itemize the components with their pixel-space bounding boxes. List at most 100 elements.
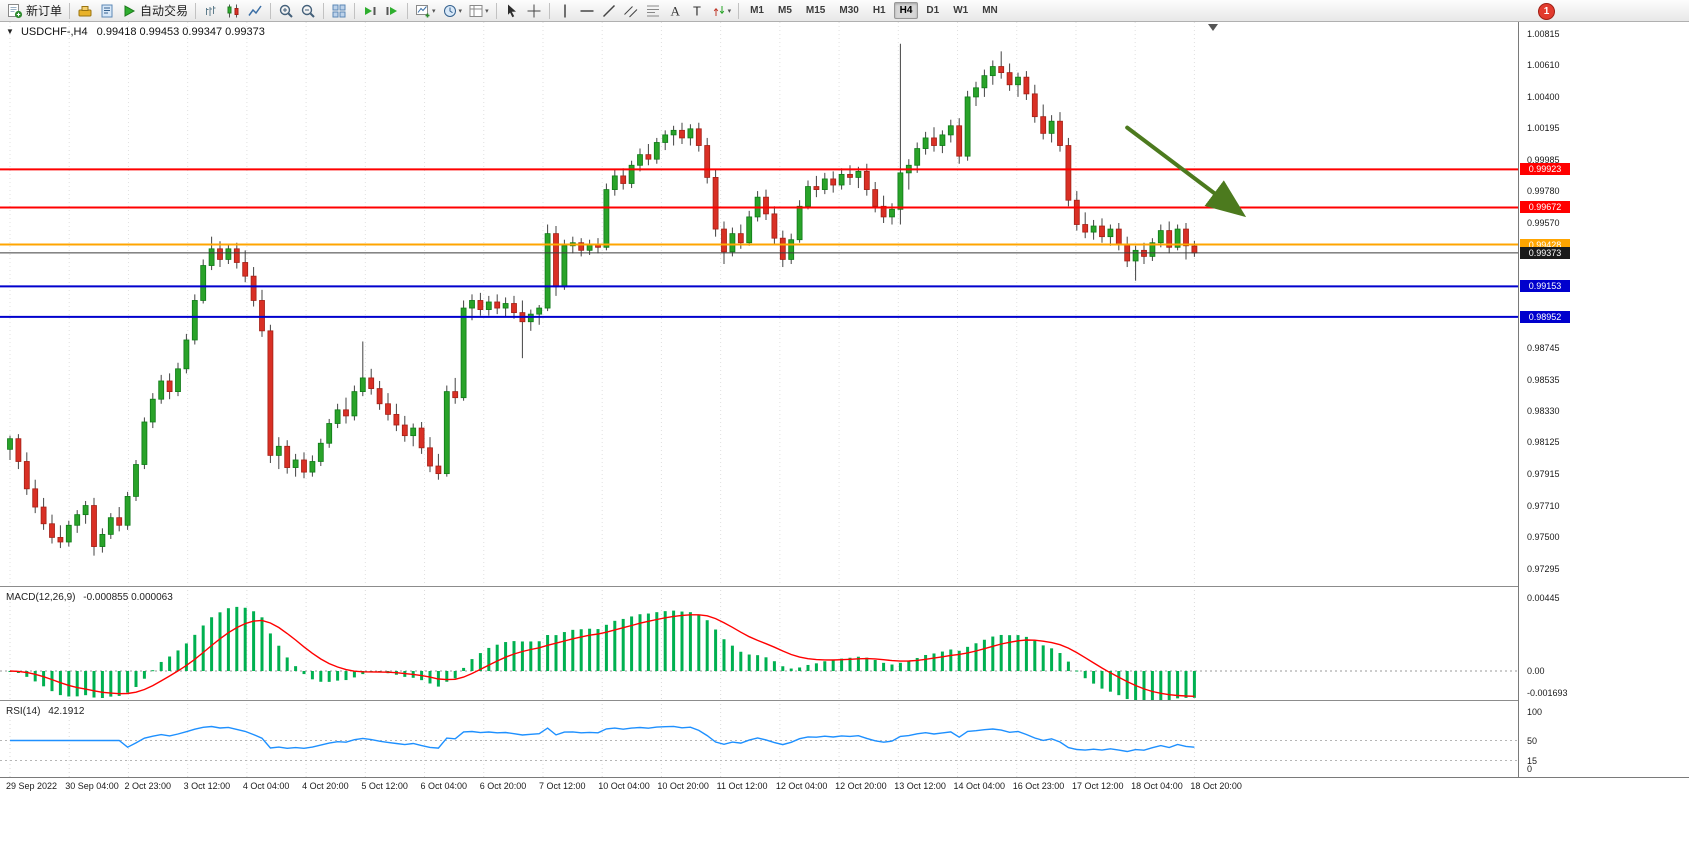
trendline-icon	[601, 3, 617, 19]
hline-price-label[interactable]: 0.98952	[1520, 310, 1570, 323]
svg-text:T: T	[693, 3, 701, 18]
hline-price-label[interactable]: 0.99923	[1520, 163, 1570, 176]
new-order-button[interactable]: 新订单	[4, 0, 65, 22]
scripts-button[interactable]	[96, 0, 118, 22]
zoom-in-button[interactable]	[275, 0, 297, 22]
text-icon: A	[667, 3, 683, 19]
chart-expander-icon[interactable]: ▼	[6, 27, 14, 36]
profiles-icon	[442, 3, 458, 19]
macd-axis-label: -0.001693	[1527, 688, 1568, 698]
dropdown-arrow-icon: ▾	[485, 7, 489, 15]
price-axis-label: 0.97295	[1527, 563, 1560, 574]
text-label-button[interactable]: T	[686, 0, 708, 22]
price-axis-label: 1.00815	[1527, 28, 1560, 39]
timeframe-button-H4[interactable]: H4	[893, 2, 919, 19]
panel-divider[interactable]	[0, 700, 1689, 701]
symbol-title: USDCHF-,H4	[20, 26, 88, 38]
hline-price-label[interactable]: 0.99672	[1520, 201, 1570, 214]
time-axis-label: 5 Oct 12:00	[361, 781, 408, 791]
price-axis-label: 1.00195	[1527, 123, 1560, 134]
toolbar-separator	[69, 2, 71, 19]
timeframe-button-H1[interactable]: H1	[872, 5, 886, 16]
rsi-header: RSI(14) 42.1912	[6, 706, 84, 717]
bar-chart-button[interactable]	[200, 0, 222, 22]
timeframe-button-MN[interactable]: MN	[982, 5, 998, 16]
auto-scroll-button[interactable]	[359, 0, 381, 22]
profiles-button[interactable]: ▾	[439, 0, 466, 22]
expert-advisors-button[interactable]	[74, 0, 96, 22]
main-candlestick-chart[interactable]	[0, 22, 1518, 586]
text-button[interactable]: A	[664, 0, 686, 22]
price-axis-label: 0.97915	[1527, 469, 1560, 480]
time-axis-label: 18 Oct 20:00	[1190, 781, 1242, 791]
line-chart-icon	[247, 3, 263, 19]
candlestick-chart-button[interactable]	[222, 0, 244, 22]
time-axis-label: 3 Oct 12:00	[183, 781, 231, 791]
new-order-icon	[7, 3, 23, 19]
trend-arrow-annotation[interactable]	[1125, 125, 1247, 218]
timeframe-button-M30[interactable]: M30	[839, 5, 859, 16]
crosshair-icon	[526, 3, 542, 19]
auto-scroll-icon	[362, 3, 378, 19]
expert-advisors-icon	[77, 3, 93, 19]
price-axis-label: 0.98330	[1527, 406, 1560, 417]
cursor-button[interactable]	[501, 0, 523, 22]
new-chart-icon	[415, 3, 431, 19]
dropdown-arrow-icon: ▾	[727, 7, 732, 15]
autotrading-button[interactable]: 自动交易	[118, 0, 191, 22]
timeframe-button-M15[interactable]: M15	[805, 5, 826, 16]
rsi-value: 42.1912	[48, 706, 85, 717]
toolbar-separator	[195, 2, 197, 19]
arrows-button[interactable]: ▾	[708, 0, 735, 22]
templates-button[interactable]: ▾	[465, 0, 492, 22]
macd-indicator-panel[interactable]	[0, 590, 1518, 700]
notifications-badge[interactable]: 1	[1538, 3, 1555, 20]
toolbar-separator	[407, 2, 409, 19]
channel-button[interactable]	[620, 0, 642, 22]
time-axis-label: 4 Oct 20:00	[302, 781, 349, 791]
crosshair-button[interactable]	[523, 0, 545, 22]
ohlc-values: 0.99418 0.99453 0.99347 0.99373	[96, 26, 265, 38]
arrows-icon	[711, 3, 727, 19]
timeframe-button-W1[interactable]: W1	[953, 5, 969, 16]
vertical-line-icon	[557, 3, 573, 19]
time-axis-label: 7 Oct 12:00	[538, 781, 586, 791]
hline-price-label[interactable]: 0.99373	[1520, 246, 1570, 259]
price-axis-label: 0.98745	[1527, 343, 1560, 354]
time-axis-label: 16 Oct 23:00	[1012, 781, 1065, 791]
toolbar-separator	[270, 2, 272, 19]
price-axis[interactable]: 1.00815 1.00610 1.00400 1.00195 0.99985 0.997…	[1518, 22, 1689, 777]
panel-divider[interactable]	[0, 586, 1689, 587]
main-toolbar: 新订单 自动交易 ▾ ▾ ▾ A T ▾ M1 M5 M15 M30 H1 H4 D1 W1 MN	[0, 0, 1689, 22]
timeframe-button-D1[interactable]: D1	[926, 5, 940, 16]
autotrading-play-icon	[121, 3, 137, 19]
time-axis-label: 12 Oct 04:00	[775, 781, 828, 791]
time-axis-label: 12 Oct 20:00	[835, 781, 887, 791]
new-chart-button[interactable]: ▾	[412, 0, 439, 22]
horizontal-line-button[interactable]	[576, 0, 598, 22]
chart-shift-button[interactable]	[381, 0, 403, 22]
candlestick-chart-icon	[225, 3, 241, 19]
macd-axis-label: 0.00	[1527, 666, 1545, 676]
hline-price-label[interactable]: 0.99153	[1520, 280, 1570, 293]
channel-icon	[623, 3, 639, 19]
line-chart-button[interactable]	[244, 0, 266, 22]
chart-shift-marker-icon[interactable]	[1208, 24, 1218, 31]
rsi-indicator-panel[interactable]	[0, 704, 1518, 777]
macd-values: -0.000855 0.000063	[83, 592, 173, 603]
timeframe-button-M1[interactable]: M1	[750, 5, 764, 16]
price-axis-label: 1.00400	[1527, 91, 1560, 102]
vertical-line-button[interactable]	[554, 0, 576, 22]
fibonacci-button[interactable]	[642, 0, 664, 22]
rsi-axis-label: 0	[1527, 764, 1533, 775]
trendline-button[interactable]	[598, 0, 620, 22]
timeframe-button-M5[interactable]: M5	[778, 5, 792, 16]
tile-windows-button[interactable]	[328, 0, 350, 22]
chart-shift-icon	[384, 3, 400, 19]
time-axis[interactable]: 29 Sep 2022 30 Sep 04:00 2 Oct 23:00 3 Oct …	[0, 777, 1689, 798]
time-axis-label: 4 Oct 04:00	[242, 781, 290, 791]
time-axis-label: 6 Oct 20:00	[479, 781, 527, 791]
zoom-out-button[interactable]	[297, 0, 319, 22]
price-axis-label: 0.99985	[1527, 154, 1560, 165]
rsi-axis-label: 15	[1527, 755, 1538, 766]
